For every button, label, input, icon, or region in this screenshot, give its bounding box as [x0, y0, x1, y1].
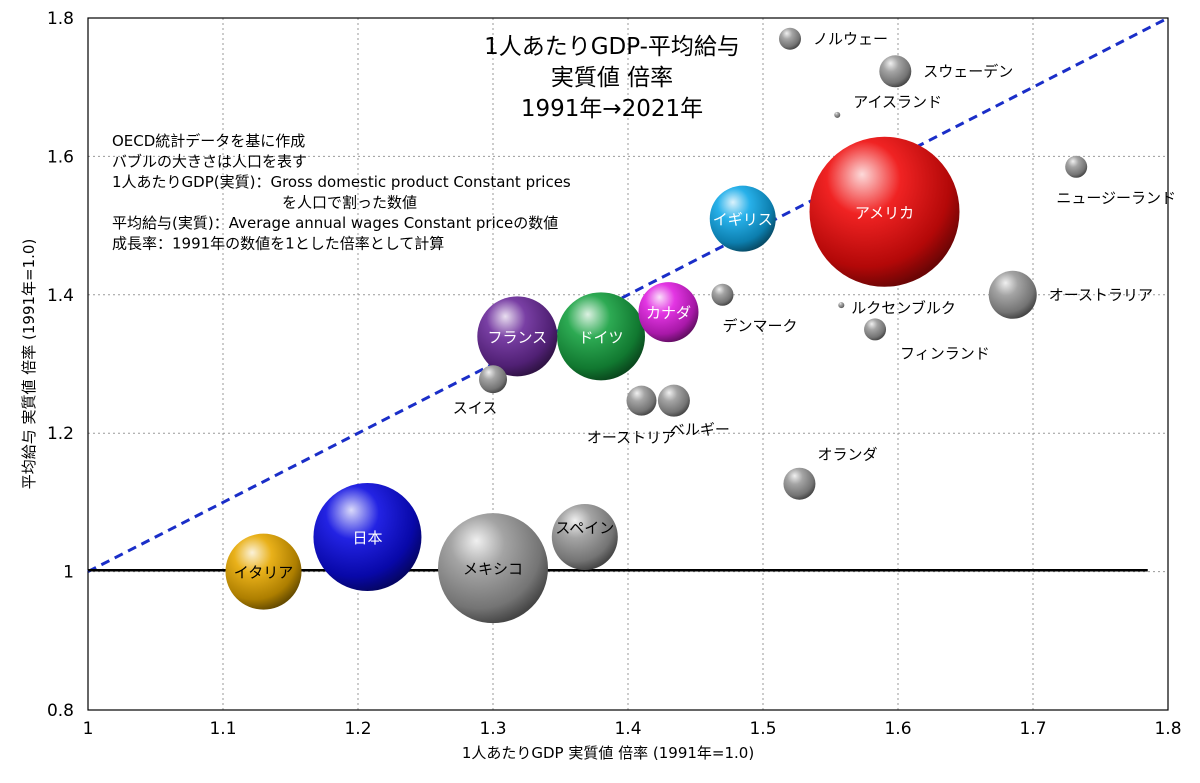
- bubble-label: ニュージーランド: [1056, 189, 1176, 207]
- bubble-point: [709, 185, 776, 252]
- bubble-point: [879, 55, 912, 88]
- bubble-label: フランス: [487, 328, 547, 346]
- bubble-label: ノルウェー: [813, 30, 888, 48]
- bubble-point: [988, 270, 1037, 319]
- x-tick-label: 1: [83, 719, 94, 739]
- chart-note-line: 平均給与(実質)：Average annual wages Constant p…: [112, 214, 558, 232]
- bubble-point: [225, 533, 302, 610]
- y-tick-label: 0.8: [47, 701, 74, 721]
- bubble-point: [864, 318, 887, 341]
- bubble-label: オーストラリア: [1049, 286, 1153, 304]
- bubble-point: [551, 504, 618, 570]
- x-tick-labels: 1 1.1 1.2 1.3 1.4 1.5 1.6 1.7 1.8: [83, 719, 1182, 739]
- chart-note-line: を人口で割った数値: [282, 194, 417, 212]
- bubble-point: [779, 27, 801, 50]
- chart-note-line: 成長率：1991年の数値を1とした倍率として計算: [112, 235, 444, 253]
- bubble-label: イタリア: [234, 564, 293, 582]
- chart-note-line: バブルの大きさは人口を表す: [112, 153, 307, 171]
- bubble-point: [834, 111, 841, 118]
- bubble-label: イギリス: [713, 211, 773, 229]
- x-tick-label: 1.4: [614, 719, 641, 739]
- y-tick-label: 1.4: [47, 286, 74, 306]
- bubble-point: [438, 513, 548, 624]
- bubble-label: スイス: [453, 399, 498, 417]
- plot-frame: [87, 17, 1169, 711]
- bubble-label: ルクセンブルク: [851, 299, 956, 317]
- y-tick-label: 1.2: [47, 424, 74, 444]
- chart-title-line: 実質値 倍率: [551, 65, 673, 91]
- bubble-point: [838, 302, 845, 309]
- y-axis-label: 平均給与 実質値 倍率 (1991年=1.0): [20, 239, 38, 490]
- bubble-point: [1065, 155, 1088, 178]
- bubble-point: [638, 282, 699, 343]
- bubble-label: オランダ: [817, 446, 877, 464]
- bubble-label: カナダ: [646, 304, 691, 322]
- chart-note-line: 1人あたりGDP(実質)：Gross domestic product Cons…: [112, 173, 571, 191]
- bubble-label: ドイツ: [578, 328, 623, 346]
- x-tick-label: 1.5: [749, 719, 776, 739]
- bubble-point: [809, 136, 960, 287]
- bubble-point: [477, 296, 558, 377]
- x-tick-label: 1.2: [344, 719, 371, 739]
- y-tick-label: 1.6: [47, 147, 74, 167]
- chart-title-line: 1991年→2021年: [521, 96, 703, 122]
- bubble-label: アイスランド: [853, 93, 942, 111]
- bubble-label: オーストリア: [587, 429, 676, 447]
- y-tick-label: 1.8: [47, 9, 74, 29]
- bubble-point: [783, 467, 816, 500]
- x-tick-label: 1.7: [1019, 719, 1046, 739]
- chart-title-line: 1人あたりGDP-平均給与: [484, 34, 740, 60]
- x-axis-label: 1人あたりGDP 実質値 倍率 (1991年=1.0): [462, 744, 754, 762]
- bubble-point: [479, 365, 507, 394]
- bubble-label: フィンランド: [900, 344, 990, 362]
- bubble-point: [711, 283, 734, 306]
- bubble-label: スウェーデン: [923, 62, 1013, 80]
- bubble-point: [626, 385, 657, 416]
- y-tick-label: 1: [63, 563, 74, 583]
- bubble-label: デンマーク: [723, 317, 798, 335]
- x-tick-label: 1.3: [479, 719, 506, 739]
- bubble-label: アメリカ: [855, 204, 914, 222]
- x-tick-label: 1.6: [884, 719, 911, 739]
- bubble-label: スペイン: [555, 519, 614, 537]
- x-tick-label: 1.8: [1154, 719, 1181, 739]
- chart-note-line: OECD統計データを基に作成: [112, 132, 305, 150]
- bubble-point: [313, 483, 422, 591]
- bubble-point: [657, 384, 690, 417]
- bubble-label: 日本: [352, 529, 382, 547]
- y-tick-labels: 0.8 1 1.2 1.4 1.6 1.8: [47, 9, 74, 721]
- bubble-label: ベルギー: [670, 421, 730, 439]
- bubble-point: [557, 292, 645, 381]
- bubble-label: メキシコ: [463, 560, 523, 578]
- grid-lines: [88, 18, 1168, 710]
- x-tick-label: 1.1: [209, 719, 236, 739]
- bubbles: [225, 27, 1088, 624]
- diagonal-line: [87, 16, 1169, 573]
